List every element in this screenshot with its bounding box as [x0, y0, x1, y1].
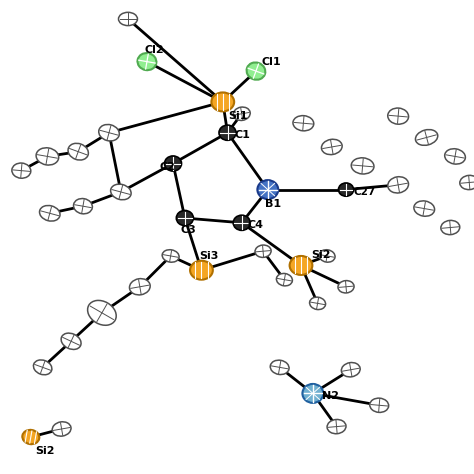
Ellipse shape — [319, 250, 335, 262]
Text: C3: C3 — [180, 225, 196, 235]
Ellipse shape — [415, 129, 438, 146]
Ellipse shape — [39, 206, 60, 221]
Text: N2: N2 — [322, 391, 339, 401]
Ellipse shape — [73, 199, 92, 214]
Ellipse shape — [302, 384, 323, 403]
Text: C2: C2 — [160, 162, 175, 173]
Ellipse shape — [341, 363, 360, 377]
Text: B1: B1 — [265, 199, 282, 209]
Text: Cl1: Cl1 — [262, 56, 281, 67]
Ellipse shape — [52, 422, 71, 436]
Text: C1: C1 — [234, 130, 250, 140]
Ellipse shape — [293, 116, 314, 131]
Ellipse shape — [36, 148, 59, 165]
Ellipse shape — [388, 177, 409, 193]
Ellipse shape — [388, 108, 409, 124]
Text: Si2: Si2 — [311, 250, 331, 260]
Ellipse shape — [338, 281, 354, 293]
Ellipse shape — [276, 273, 292, 286]
Ellipse shape — [22, 430, 39, 444]
Ellipse shape — [233, 107, 250, 120]
Ellipse shape — [233, 215, 250, 230]
Ellipse shape — [88, 301, 116, 325]
Ellipse shape — [310, 297, 326, 310]
Ellipse shape — [219, 125, 236, 140]
Ellipse shape — [118, 12, 137, 26]
Ellipse shape — [162, 250, 179, 262]
Ellipse shape — [164, 156, 182, 171]
Ellipse shape — [460, 175, 474, 190]
Ellipse shape — [99, 125, 119, 141]
Ellipse shape — [445, 149, 465, 164]
Text: C4: C4 — [247, 220, 264, 230]
Ellipse shape — [246, 63, 265, 80]
Ellipse shape — [137, 53, 156, 70]
Ellipse shape — [351, 158, 374, 174]
Ellipse shape — [61, 333, 81, 349]
Ellipse shape — [270, 360, 289, 374]
Ellipse shape — [441, 220, 460, 235]
Text: Si2: Si2 — [36, 446, 55, 456]
Ellipse shape — [34, 360, 52, 375]
Text: Si1: Si1 — [228, 111, 248, 121]
Ellipse shape — [414, 201, 435, 216]
Ellipse shape — [290, 256, 312, 275]
Ellipse shape — [176, 210, 193, 226]
Text: Si3: Si3 — [199, 251, 219, 261]
Ellipse shape — [338, 183, 354, 196]
Text: C27: C27 — [353, 187, 375, 197]
Ellipse shape — [190, 261, 213, 280]
Ellipse shape — [327, 419, 346, 434]
Ellipse shape — [370, 398, 389, 412]
Ellipse shape — [255, 245, 271, 257]
Ellipse shape — [68, 143, 88, 160]
Text: Cl2: Cl2 — [145, 45, 164, 55]
Ellipse shape — [321, 139, 342, 155]
Ellipse shape — [129, 279, 150, 295]
Ellipse shape — [211, 92, 234, 111]
Ellipse shape — [110, 184, 131, 200]
Ellipse shape — [257, 180, 278, 199]
Ellipse shape — [12, 163, 31, 178]
